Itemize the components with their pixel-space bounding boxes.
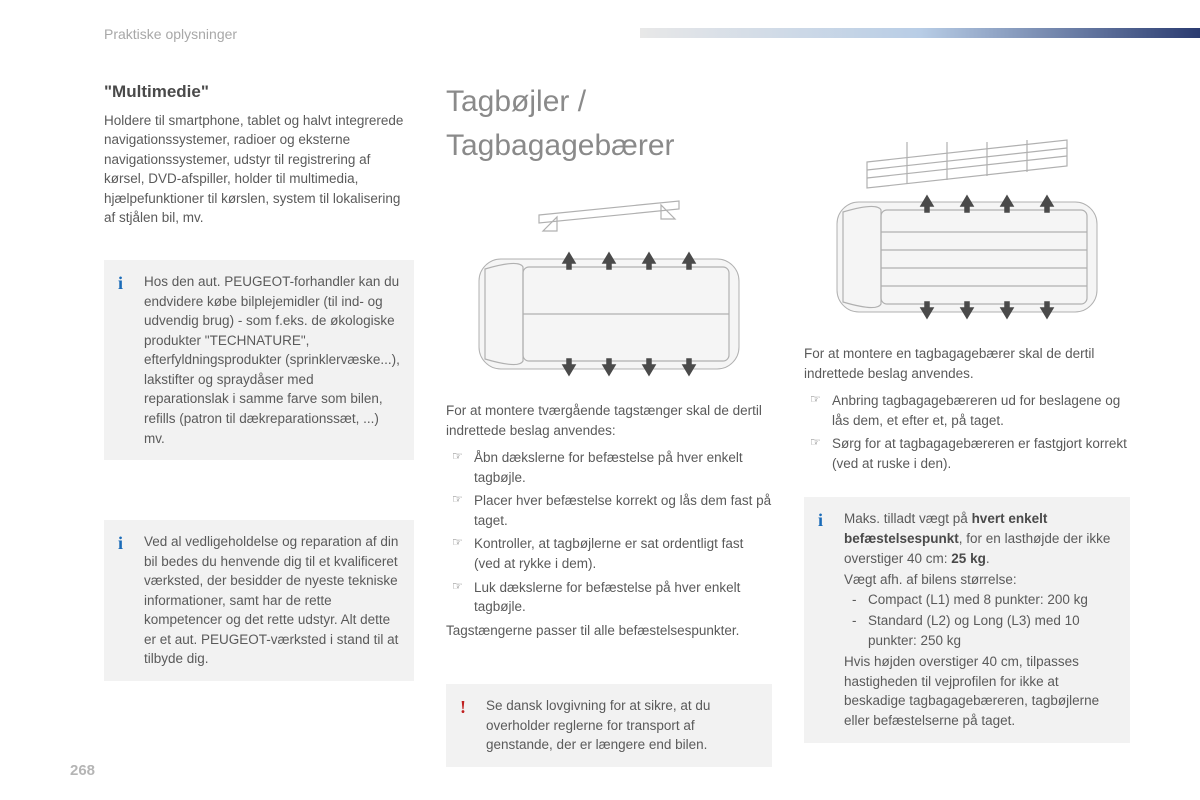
page-header: Praktiske oplysninger xyxy=(0,24,1200,54)
list-item: Anbring tagbagagebæreren ud for beslagen… xyxy=(804,391,1130,430)
list-item: Standard (L2) og Long (L3) med 10 punkte… xyxy=(844,611,1116,650)
column-roof-rack: For at montere en tagbagagebærer skal de… xyxy=(804,80,1130,767)
info-box-workshop: i Ved al vedligeholdelse og reparation a… xyxy=(104,520,414,681)
section-breadcrumb: Praktiske oplysninger xyxy=(104,24,237,44)
info-icon: i xyxy=(118,270,123,296)
text: . xyxy=(986,551,990,566)
page-body: "Multimedie" Holdere til smartphone, tab… xyxy=(104,80,1130,760)
roofbars-steps: Åbn dækslerne for befæstelse på hver enk… xyxy=(446,448,772,621)
spacer xyxy=(804,80,1130,122)
roofbars-intro: For at montere tværgående tagstænger ska… xyxy=(446,401,772,440)
roofrack-intro: For at montere en tagbagagebærer skal de… xyxy=(804,344,1130,383)
column-roof-bars: Tagbøjler / Tagbagagebærer xyxy=(446,80,772,767)
text: Maks. tilladt vægt på xyxy=(844,511,972,526)
header-gradient-bar xyxy=(640,28,1200,38)
info-content: Maks. tilladt vægt på hvert enkelt befæs… xyxy=(844,509,1116,730)
text-bold: 25 kg xyxy=(951,551,986,566)
list-item: Sørg for at tagbagagebæreren er fastgjor… xyxy=(804,434,1130,473)
info-box-technature: i Hos den aut. PEUGEOT-forhandler kan du… xyxy=(104,260,414,460)
weight-list: Compact (L1) med 8 punkter: 200 kg Stand… xyxy=(844,590,1116,651)
illustration-roof-bars xyxy=(446,179,772,389)
roofbars-outro: Tagstængerne passer til alle befæstelses… xyxy=(446,621,772,641)
multimedia-heading: "Multimedie" xyxy=(104,80,414,105)
info-text: Ved al vedligeholdelse og reparation af … xyxy=(144,534,398,666)
list-item: Compact (L1) med 8 punkter: 200 kg xyxy=(844,590,1116,610)
info-text: Hos den aut. PEUGEOT-forhandler kan du e… xyxy=(144,274,400,446)
multimedia-intro: Holdere til smartphone, tablet og halvt … xyxy=(104,111,414,228)
page-number: 268 xyxy=(70,760,95,782)
info-icon: i xyxy=(118,530,123,556)
info-box-max-weight: i Maks. tilladt vægt på hvert enkelt bef… xyxy=(804,497,1130,742)
text: Vægt afh. af bilens størrelse: xyxy=(844,570,1116,590)
info-icon: i xyxy=(818,507,823,533)
warning-text: Se dansk lovgivning for at sikre, at du … xyxy=(486,698,710,752)
illustration-roof-rack xyxy=(804,122,1130,332)
roofrack-steps: Anbring tagbagagebæreren ud for beslagen… xyxy=(804,391,1130,477)
text: Hvis højden overstiger 40 cm, tilpasses … xyxy=(844,652,1116,730)
main-title: Tagbøjler / Tagbagagebærer xyxy=(446,80,772,167)
warning-box-legislation: ! Se dansk lovgivning for at sikre, at d… xyxy=(446,684,772,767)
warning-icon: ! xyxy=(460,694,466,720)
list-item: Kontroller, at tagbøjlerne er sat ordent… xyxy=(446,534,772,573)
column-multimedia: "Multimedie" Holdere til smartphone, tab… xyxy=(104,80,414,767)
list-item: Åbn dækslerne for befæstelse på hver enk… xyxy=(446,448,772,487)
list-item: Luk dækslerne for befæstelse på hver enk… xyxy=(446,578,772,617)
list-item: Placer hver befæstelse korrekt og lås de… xyxy=(446,491,772,530)
